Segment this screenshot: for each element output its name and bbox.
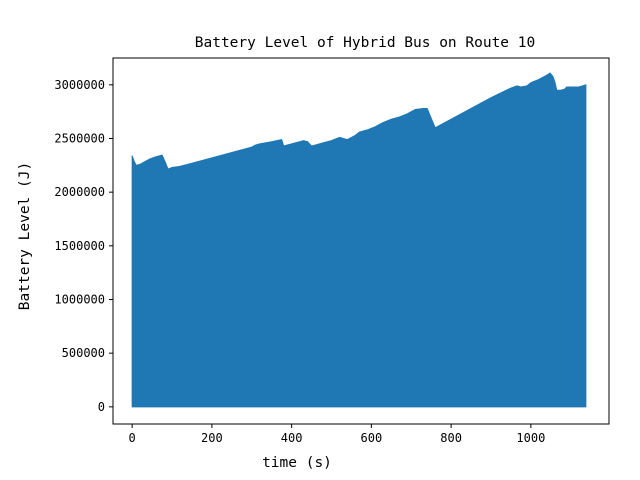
y-tick-label: 0 <box>98 400 105 414</box>
x-tick-label: 600 <box>361 431 383 445</box>
x-axis: 0 200 400 600 800 1000 <box>129 424 545 445</box>
chart-title: Battery Level of Hybrid Bus on Route 10 <box>195 35 535 51</box>
x-tick-label: 800 <box>440 431 462 445</box>
y-tick-label: 500000 <box>62 346 105 360</box>
y-tick-label: 3000000 <box>54 78 105 92</box>
x-tick-label: 200 <box>201 431 223 445</box>
series-area-0 <box>131 72 587 408</box>
y-axis-label: Battery Level (J) <box>17 162 33 310</box>
y-tick-label: 1500000 <box>54 239 105 253</box>
axes-frame <box>112 57 610 425</box>
y-tick-label: 2000000 <box>54 185 105 199</box>
y-axis: 0 500000 1000000 1500000 2000000 2500000 30000… <box>54 78 113 414</box>
x-axis-label: time (s) <box>262 455 332 471</box>
plot-area <box>131 72 587 408</box>
y-tick-label: 2500000 <box>54 131 105 145</box>
y-tick-label: 1000000 <box>54 292 105 306</box>
x-tick-label: 400 <box>281 431 303 445</box>
x-tick-label: 1000 <box>516 431 545 445</box>
x-tick-label: 0 <box>129 431 136 445</box>
